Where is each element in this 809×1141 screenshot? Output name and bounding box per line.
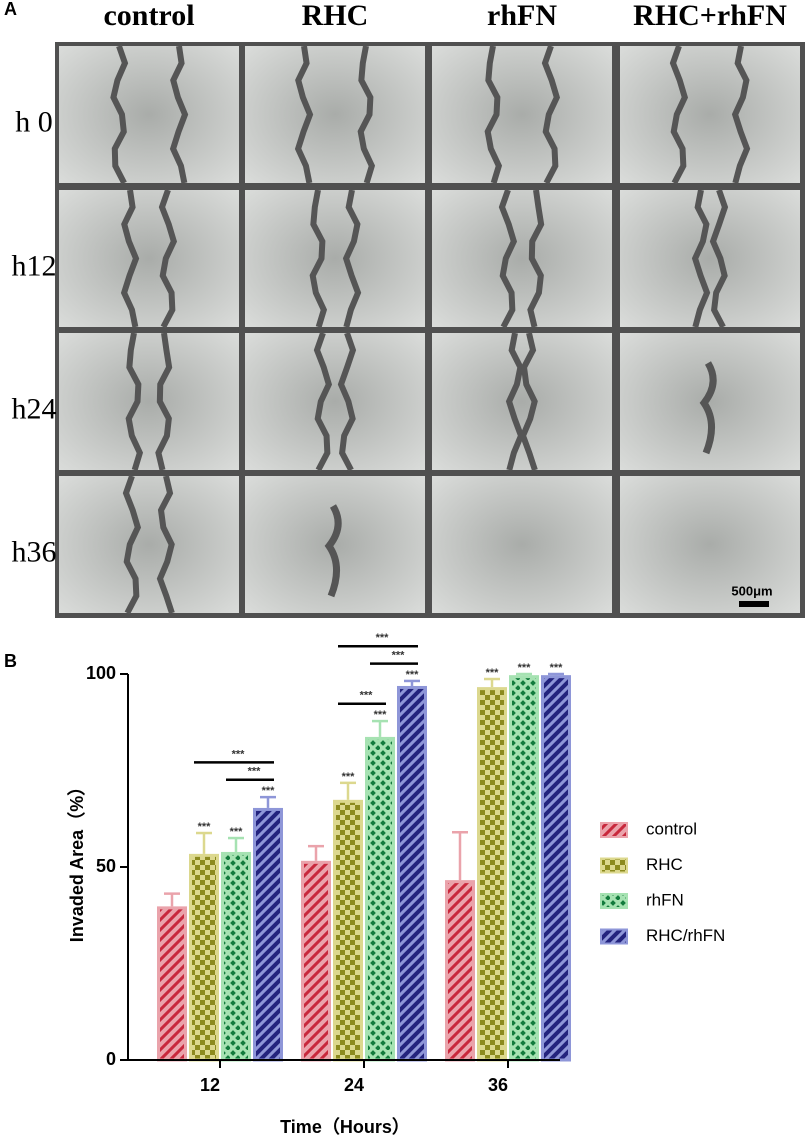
x-tick-label: 36 (488, 1075, 508, 1095)
bar (397, 685, 427, 1062)
column-header: RHC+rhFN (633, 0, 787, 32)
x-tick-label: 24 (344, 1075, 364, 1095)
panel-label: B (4, 651, 17, 671)
wound-edge (709, 189, 729, 329)
significance-label: *** (550, 662, 564, 674)
wound-edge (498, 189, 518, 329)
wound-edge (120, 189, 140, 328)
bar (445, 880, 475, 1062)
significance-label: *** (486, 667, 500, 679)
bar (189, 853, 219, 1062)
x-tick-label: 12 (200, 1075, 220, 1095)
wound-edge (125, 332, 144, 471)
column-header: control (103, 0, 194, 32)
micrograph (245, 46, 425, 183)
comparison-label: *** (376, 632, 390, 644)
bar (301, 860, 331, 1062)
significance-label: *** (518, 662, 532, 674)
comparison-label: *** (248, 766, 262, 778)
comparison-label: *** (232, 748, 246, 760)
bar (477, 687, 507, 1062)
wound-edge (669, 45, 689, 185)
significance-label: *** (198, 821, 212, 833)
legend-swatch (600, 857, 628, 874)
legend-label: control (646, 819, 697, 838)
wound-edge (156, 475, 175, 614)
significance-label: *** (374, 709, 388, 721)
micrograph (432, 476, 612, 613)
column-header: RHC (302, 0, 369, 32)
wound-edge (169, 45, 189, 184)
y-tick-label: 100 (86, 663, 116, 683)
bar (221, 851, 251, 1062)
significance-label: *** (342, 771, 356, 783)
legend-label: rhFN (646, 890, 684, 909)
wound-edge (155, 332, 173, 471)
micrograph (245, 190, 425, 327)
row-label: h 0 (15, 105, 53, 138)
micrograph (620, 190, 800, 327)
legend-swatch (600, 822, 628, 838)
bar (541, 675, 571, 1062)
wound-edge (527, 189, 545, 328)
bar (509, 675, 539, 1062)
y-tick-label: 0 (106, 1049, 116, 1069)
wound-remnant (699, 361, 717, 455)
bar (365, 736, 395, 1062)
comparison-label: *** (392, 649, 406, 661)
x-axis-title: Time（Hours） (280, 1117, 410, 1137)
bar (333, 799, 363, 1062)
legend-label: RHC/rhFN (646, 926, 725, 945)
y-axis-title: Invaded Area（%） (67, 778, 87, 942)
wound-edge (337, 332, 357, 472)
micrograph (59, 476, 239, 613)
legend-label: RHC (646, 855, 683, 874)
significance-label: *** (262, 785, 276, 797)
panel-label: A (4, 0, 17, 19)
micrograph (59, 46, 239, 183)
wound-edge (484, 45, 503, 184)
micrograph (432, 190, 612, 327)
significance-label: *** (406, 669, 420, 681)
wound-edge (541, 45, 561, 185)
micrograph (59, 190, 239, 327)
wound-edge (110, 45, 129, 185)
wound-edge (342, 189, 362, 328)
comparison-label: *** (360, 690, 374, 702)
legend-swatch (600, 928, 628, 945)
micrograph (432, 46, 612, 183)
wound-edge (357, 45, 376, 184)
micrograph (432, 333, 612, 470)
wound-edge (158, 189, 178, 329)
micrograph (620, 476, 800, 613)
wound-edge (505, 332, 525, 471)
wound-edge (313, 332, 333, 472)
scale-bar-label: 500μm (731, 583, 772, 598)
micrograph (59, 333, 239, 470)
wound-edge (519, 332, 538, 471)
wound-edge (122, 475, 142, 615)
column-header: rhFN (487, 0, 557, 32)
legend-swatch (600, 893, 628, 909)
wound-remnant (324, 504, 342, 598)
row-label: h24 (12, 392, 57, 425)
bar (157, 906, 187, 1062)
micrograph (620, 46, 800, 183)
significance-label: *** (230, 826, 244, 838)
wound-edge (309, 189, 328, 328)
wound-edge (294, 45, 314, 184)
bar (253, 807, 283, 1062)
wound-edge (731, 45, 751, 184)
wound-edge (691, 189, 711, 328)
y-tick-label: 50 (96, 856, 116, 876)
row-label: h36 (12, 535, 57, 568)
micrograph (245, 333, 425, 470)
scale-bar (739, 601, 769, 607)
row-label: h12 (12, 249, 57, 282)
